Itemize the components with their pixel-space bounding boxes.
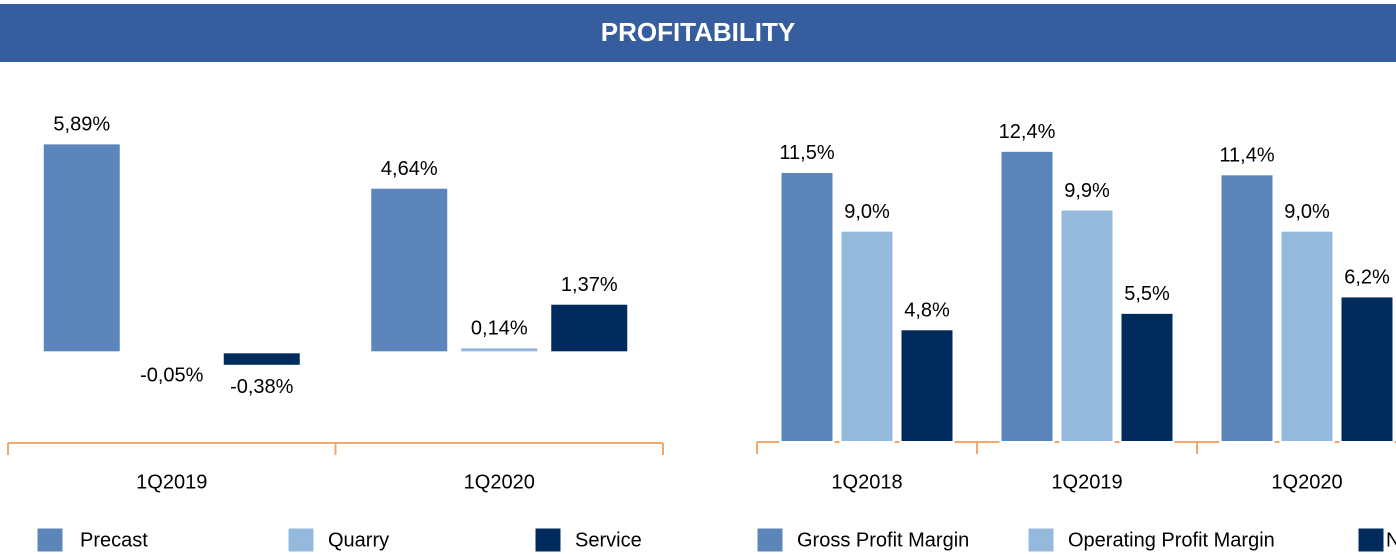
bar: [1279, 229, 1335, 443]
header-bar: [0, 4, 1396, 62]
bar: [1059, 208, 1115, 443]
legend-label: Operating Profit Margin: [1068, 529, 1275, 551]
value-label: 9,9%: [1064, 180, 1110, 202]
bar: [369, 186, 450, 354]
bar: [221, 351, 302, 367]
bar: [1119, 311, 1175, 443]
x-tick-label: 1Q2020: [1271, 471, 1342, 493]
legend-swatch: [1027, 527, 1055, 553]
bar: [459, 346, 540, 354]
legend-swatch: [756, 527, 784, 553]
bar: [779, 170, 835, 444]
bar: [899, 328, 955, 443]
bar: [131, 351, 212, 356]
value-label: 9,0%: [1284, 201, 1330, 223]
value-label: 5,5%: [1124, 283, 1170, 305]
x-tick-label: 1Q2018: [831, 471, 902, 493]
legend-label: Quarry: [328, 529, 389, 551]
value-label: 12,4%: [999, 121, 1056, 143]
legend-label: Precast: [80, 529, 148, 551]
bar: [41, 142, 122, 354]
legend-swatch: [287, 527, 315, 553]
bar: [549, 302, 630, 354]
bar: [1339, 295, 1395, 444]
bar: [839, 229, 895, 443]
value-label: 11,4%: [1219, 145, 1274, 167]
value-label: 4,64%: [381, 158, 438, 180]
bar: [1219, 173, 1275, 444]
legend-label: Gross Profit Margin: [797, 529, 969, 551]
value-label: -0,38%: [230, 376, 294, 398]
value-label: 1,37%: [561, 274, 618, 296]
header-title: PROFITABILITY: [601, 17, 796, 47]
legend-swatch: [36, 527, 64, 553]
bar: [999, 149, 1055, 444]
value-label: 0,14%: [471, 318, 528, 340]
value-label: 9,0%: [844, 201, 890, 223]
x-tick-label: 1Q2019: [1051, 471, 1122, 493]
x-tick-label: 1Q2020: [464, 471, 535, 493]
value-label: 11,5%: [779, 142, 834, 164]
legend-label: N: [1386, 529, 1396, 551]
legend-swatch: [534, 527, 562, 553]
value-label: 4,8%: [904, 300, 950, 322]
value-label: 5,89%: [53, 114, 110, 136]
legend-label: Service: [575, 529, 642, 551]
x-tick-label: 1Q2019: [136, 471, 207, 493]
value-label: -0,05%: [140, 364, 204, 386]
value-label: 6,2%: [1344, 267, 1390, 289]
legend-swatch: [1357, 527, 1385, 553]
